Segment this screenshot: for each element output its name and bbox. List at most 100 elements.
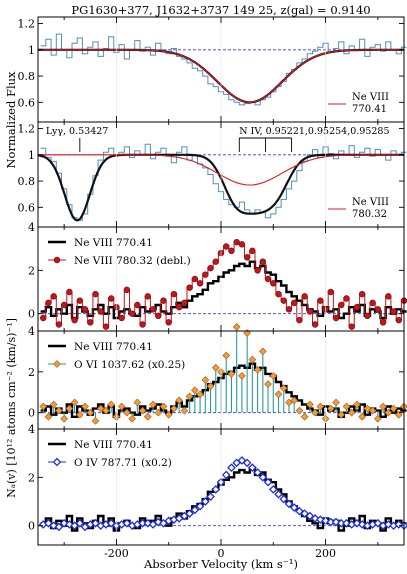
data-marker (353, 400, 361, 409)
data-marker (390, 308, 397, 315)
data-marker (259, 347, 267, 356)
data-marker (295, 406, 304, 415)
data-marker (268, 485, 278, 494)
data-marker (274, 390, 283, 399)
legend-label: O VI 1037.62 (x0.25) (74, 359, 185, 371)
data-marker (338, 301, 345, 309)
series-neviii-step (40, 362, 407, 418)
data-marker (227, 463, 236, 472)
data-marker (301, 293, 308, 300)
data-marker (91, 417, 100, 425)
data-marker (263, 477, 273, 487)
data-marker (185, 392, 194, 401)
data-marker (269, 372, 278, 380)
data-marker (170, 290, 178, 298)
data-marker (211, 485, 221, 494)
data-marker (81, 306, 89, 313)
data-marker (75, 518, 85, 528)
data-marker (374, 414, 382, 423)
data-marker (107, 400, 116, 409)
x-tick-label: -200 (104, 547, 129, 560)
data-marker (45, 299, 52, 307)
data-marker (180, 406, 189, 415)
data-marker (185, 509, 194, 518)
data-marker (123, 286, 131, 294)
data-marker (191, 275, 199, 283)
data-marker (206, 492, 215, 501)
data-marker (253, 468, 262, 477)
y-tick-label: 0.6 (18, 96, 36, 109)
data-marker (317, 297, 324, 304)
data-marker (175, 396, 183, 405)
data-marker (305, 511, 315, 521)
data-marker (81, 402, 89, 411)
data-marker (181, 299, 188, 307)
data-marker (59, 518, 69, 528)
y-tick-label: 1 (28, 149, 35, 162)
legend-label: 780.32 (352, 209, 387, 220)
data-marker (326, 404, 335, 413)
annotation-label: N IV, 0.95221,0.95254,0.95285 (239, 126, 389, 137)
data-marker (222, 351, 231, 360)
legend-label: Ne VIII (352, 197, 389, 208)
data-marker (395, 316, 402, 324)
y-tick-label: 2 (28, 471, 35, 484)
data-marker (44, 412, 53, 421)
data-marker (60, 301, 68, 309)
x-axis-label: Absorber Velocity (km s⁻¹) (143, 557, 298, 571)
data-marker (221, 470, 231, 480)
data-marker (385, 293, 392, 300)
panel-flux-2: Lyγ, 0.53427 N IV, 0.95221,0.95254,0.9528… (18, 121, 407, 228)
data-marker (117, 402, 126, 411)
data-marker (170, 404, 178, 413)
data-marker (50, 293, 57, 300)
y-tick-label: 0 (28, 308, 35, 321)
data-marker (332, 398, 340, 407)
data-marker (54, 522, 64, 532)
data-marker (379, 319, 387, 326)
data-marker (154, 408, 163, 417)
legend-marker (53, 256, 61, 264)
data-marker (195, 502, 205, 511)
data-marker (284, 499, 294, 509)
data-marker (190, 505, 200, 515)
data-marker (211, 363, 220, 372)
data-marker (242, 458, 252, 468)
data-marker (206, 382, 215, 390)
data-marker (71, 316, 78, 324)
data-marker (237, 456, 247, 465)
panel-na-1: Ne VIII 770.41 Ne VIII 780.32 (debl.) 0 2 4 (28, 221, 407, 332)
data-marker (128, 414, 136, 423)
data-marker (96, 404, 105, 413)
data-marker (306, 308, 314, 315)
data-marker (153, 517, 163, 527)
data-marker (138, 406, 147, 415)
data-marker (55, 406, 63, 415)
data-marker (270, 280, 277, 287)
data-marker (106, 518, 116, 528)
data-marker (248, 355, 257, 364)
data-marker (155, 312, 162, 320)
legend-label: Ne VIII 770.41 (74, 439, 153, 451)
legend-marker (52, 457, 62, 467)
data-marker (254, 267, 261, 274)
data-marker (40, 314, 47, 322)
legend-label: Ne VIII 770.41 (74, 237, 153, 249)
data-marker (369, 299, 376, 307)
data-marker (290, 396, 299, 405)
data-marker (348, 323, 355, 330)
panel-na-3: Ne VIII 770.41 O IV 787.71 (x0.2) 0 2 4 (28, 423, 407, 546)
data-marker (258, 473, 268, 482)
data-marker (384, 408, 393, 417)
data-marker (55, 321, 63, 328)
data-marker (389, 404, 398, 413)
figure-title: PG1630+377, J1632+3737 149 25, z(gal) = … (71, 3, 370, 17)
data-marker (60, 414, 68, 423)
data-marker (342, 518, 351, 528)
data-marker (123, 408, 131, 417)
data-marker (164, 410, 173, 419)
data-marker (49, 400, 58, 409)
data-marker (295, 506, 304, 516)
data-marker (232, 323, 241, 331)
x-tick-label: 0 (218, 547, 225, 560)
